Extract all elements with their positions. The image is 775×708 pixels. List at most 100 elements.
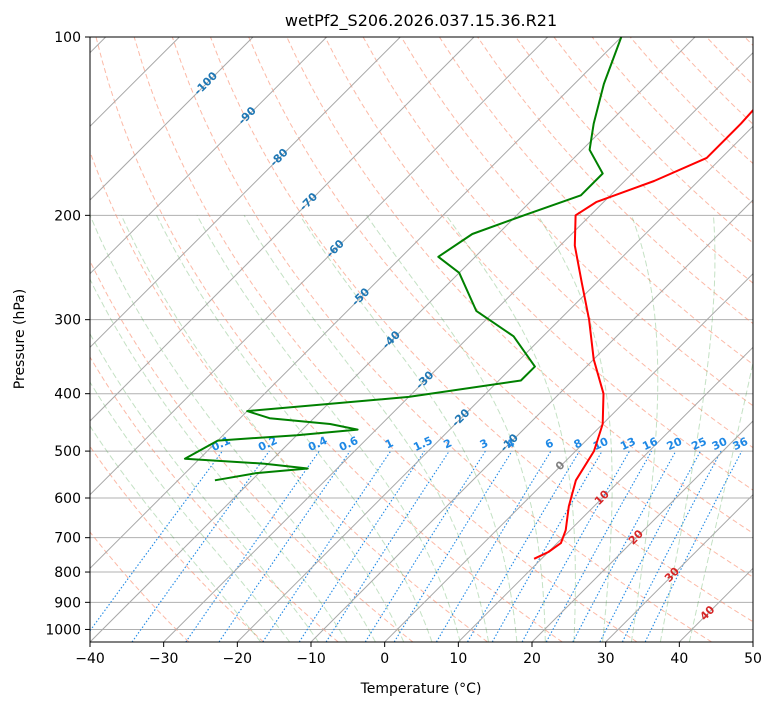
isotherm-line <box>90 37 328 275</box>
dry-adiabat <box>90 259 414 642</box>
y-tick-label: 400 <box>54 387 81 403</box>
mixing-ratio-label: 1 <box>383 436 395 451</box>
isotherm-label: -60 <box>324 237 347 260</box>
x-tick-label: 30 <box>597 651 615 667</box>
dry-adiabat <box>95 37 563 642</box>
moist-adiabat <box>630 215 659 642</box>
mixing-ratio-line <box>545 450 653 642</box>
y-tick-label: 300 <box>54 313 81 329</box>
y-tick-label: 500 <box>54 444 81 460</box>
isotherm-line <box>457 346 753 642</box>
moist-adiabat <box>196 215 461 642</box>
x-axis-ticks: −40 −30 −20 −10 0 10 20 30 40 50 <box>75 642 762 667</box>
isotherms <box>90 37 753 642</box>
mixing-ratio-line <box>435 450 552 642</box>
mixing-ratio-label: 13 <box>618 435 637 453</box>
x-tick-label: 40 <box>670 651 688 667</box>
isotherm-line <box>90 37 622 570</box>
x-tick-label: −10 <box>296 651 326 667</box>
dry-adiabat <box>744 37 753 47</box>
x-tick-label: −30 <box>149 651 179 667</box>
mixing-ratio-line <box>325 450 450 642</box>
dry-adiabat <box>438 37 753 366</box>
dry-adiabats <box>90 37 753 642</box>
mixing-ratio-line <box>218 450 351 642</box>
plot-area: -100-90-80-70-60-50-40-30-20-10010203040… <box>90 37 753 642</box>
x-tick-label: −20 <box>223 651 253 667</box>
dry-adiabat <box>90 445 264 642</box>
dry-adiabat <box>210 37 753 623</box>
mixing-ratio-line <box>572 450 677 642</box>
mixing-ratio-label: 36 <box>731 435 751 453</box>
mixing-ratio-line <box>467 450 580 642</box>
isotherm-line <box>384 272 753 642</box>
dry-adiabat <box>133 37 638 642</box>
y-tick-label: 700 <box>54 531 81 547</box>
dry-adiabat <box>668 37 753 125</box>
moist-adiabat <box>366 215 546 642</box>
moist-adiabat <box>659 215 716 642</box>
mixing-ratio-line <box>298 450 425 642</box>
isotherm-line <box>90 37 696 642</box>
dry-adiabat <box>362 37 753 449</box>
x-axis-label: Temperature (°C) <box>360 681 482 697</box>
mixing-ratio-label: 20 <box>665 435 685 453</box>
mixing-ratio-line <box>262 450 392 642</box>
moist-adiabat <box>299 215 518 642</box>
isotherm-line <box>752 641 753 642</box>
dry-adiabat <box>90 531 190 642</box>
mixing-ratio-label: 3 <box>478 436 490 451</box>
x-tick-label: 10 <box>449 651 467 667</box>
isotherm-line <box>90 37 475 422</box>
moist-adiabat <box>156 215 433 642</box>
dry-adiabat <box>591 37 753 204</box>
dry-adiabat <box>553 37 753 244</box>
isotherm-line <box>678 567 753 642</box>
mixing-ratio-line <box>131 450 270 642</box>
moist-adiabat <box>537 215 613 642</box>
y-tick-label: 800 <box>54 565 81 581</box>
plot-frame <box>89 36 754 643</box>
isotherm-line <box>90 37 549 496</box>
isotherm-label: 20 <box>626 527 646 547</box>
x-tick-label: 20 <box>523 651 541 667</box>
moist-adiabats <box>90 215 753 642</box>
y-tick-label: 900 <box>54 595 81 611</box>
moist-adiabat <box>120 215 405 642</box>
mixing-ratio-label: 25 <box>689 435 708 453</box>
mixing-ratio-line <box>364 450 486 642</box>
moist-adiabat <box>90 425 262 642</box>
y-tick-label: 1000 <box>45 622 81 638</box>
isotherm-line <box>605 493 753 642</box>
moist-adiabat <box>445 215 576 642</box>
moist-adiabat <box>90 278 348 642</box>
mixing-ratio-line <box>521 450 630 642</box>
mixing-ratio-label: 6 <box>543 436 556 451</box>
x-tick-label: −40 <box>75 651 105 667</box>
moist-adiabat <box>688 360 753 642</box>
mixing-ratio-line <box>644 450 743 642</box>
dry-adiabat <box>90 150 488 642</box>
dry-adiabat <box>706 37 753 86</box>
profile-series <box>183 37 753 560</box>
dry-adiabat <box>400 37 753 407</box>
mixing-ratio-line <box>393 450 513 642</box>
y-tick-label: 600 <box>54 491 81 507</box>
x-tick-label: 50 <box>744 651 762 667</box>
moist-adiabat <box>90 381 291 642</box>
moist-adiabat <box>90 332 319 642</box>
mixing-ratio-lines <box>90 450 743 642</box>
profile-line <box>183 37 623 482</box>
chart-title: wetPf2_S206.2026.037.15.36.R21 <box>285 11 557 31</box>
dry-adiabat <box>90 356 339 642</box>
moist-adiabat <box>243 215 489 642</box>
mixing-ratio-label: 16 <box>640 435 660 453</box>
moist-adiabat <box>90 215 376 642</box>
isotherm-line <box>531 420 753 642</box>
isotherm-line <box>90 37 401 349</box>
dry-adiabat <box>477 37 753 325</box>
isotherm-line <box>90 37 254 201</box>
mixing-ratio-label: 2 <box>442 436 454 451</box>
